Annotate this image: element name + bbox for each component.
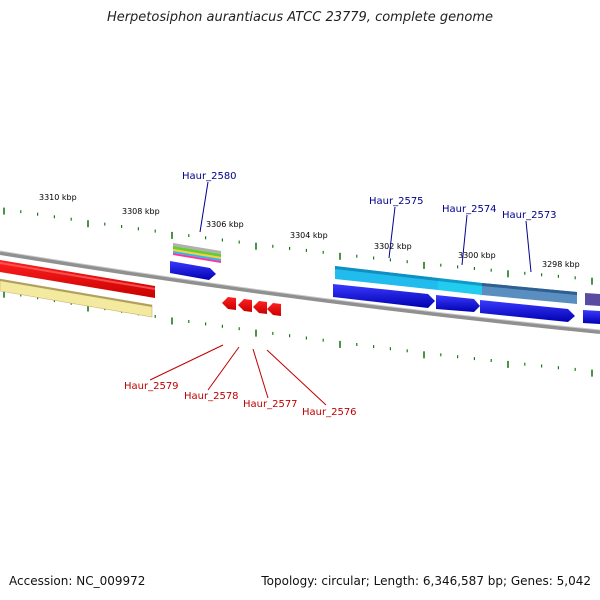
gene-feature-stack-2580[interactable] <box>173 243 221 263</box>
ruler-label: 3306 kbp <box>206 220 244 229</box>
leader-line-2574 <box>461 214 468 266</box>
gene-feature-red-2579[interactable] <box>222 297 236 310</box>
gene-label-2573[interactable]: Haur_2573 <box>502 210 557 221</box>
gene-label-2579[interactable]: Haur_2579 <box>124 381 179 392</box>
leader-line-2576 <box>266 349 327 406</box>
ruler-label: 3304 kbp <box>290 231 328 240</box>
gene-label-2577[interactable]: Haur_2577 <box>243 399 298 410</box>
ruler-label: 3302 kbp <box>374 242 412 251</box>
gene-label-2574[interactable]: Haur_2574 <box>442 204 497 215</box>
gene-feature-blue-2573[interactable] <box>480 300 575 322</box>
ruler-label: 3310 kbp <box>39 193 77 202</box>
gene-feature-blue-2574[interactable] <box>436 295 480 312</box>
leader-line-2578 <box>207 346 240 391</box>
ruler-label: 3308 kbp <box>122 207 160 216</box>
leader-line-2580 <box>199 181 209 233</box>
gene-feature-cyan-2575-edge <box>335 266 438 281</box>
gene-feature-blue-edge[interactable] <box>583 310 600 324</box>
outer-ruler <box>3 207 593 285</box>
gene-feature-blue-2580[interactable] <box>170 261 216 280</box>
gene-label-2578[interactable]: Haur_2578 <box>184 391 239 402</box>
genome-backbone <box>0 251 600 334</box>
leader-line-2575 <box>388 206 396 259</box>
leader-line-2579 <box>149 344 224 381</box>
gene-feature-red-2578[interactable] <box>238 299 252 312</box>
genome-backbone-highlight <box>0 250 600 331</box>
gene-feature-purple[interactable] <box>585 293 600 306</box>
ruler-label: 3298 kbp <box>542 260 580 269</box>
gene-label-2575[interactable]: Haur_2575 <box>369 196 424 207</box>
gene-label-2576[interactable]: Haur_2576 <box>302 407 357 418</box>
gene-feature-red-2576[interactable] <box>267 303 281 316</box>
gene-feature-red-2577[interactable] <box>253 301 267 314</box>
leader-line-2577 <box>252 348 269 399</box>
gene-feature-steel-2573-edge <box>482 283 577 295</box>
genome-title: Herpetosiphon aurantiacus ATCC 23779, co… <box>106 10 494 25</box>
ruler-label: 3300 kbp <box>458 251 496 260</box>
gene-feature-yellow-edge <box>0 279 152 307</box>
gene-feature-cyan-2574-edge <box>438 278 482 286</box>
genome-summary: Topology: circular; Length: 6,346,587 bp… <box>261 574 591 588</box>
gene-feature-blue-2575[interactable] <box>333 284 435 308</box>
accession-label: Accession: NC_009972 <box>9 574 146 588</box>
leader-line-2573 <box>525 220 532 273</box>
gene-feature-red-highlight <box>0 262 155 290</box>
gene-label-2580[interactable]: Haur_2580 <box>182 171 237 182</box>
